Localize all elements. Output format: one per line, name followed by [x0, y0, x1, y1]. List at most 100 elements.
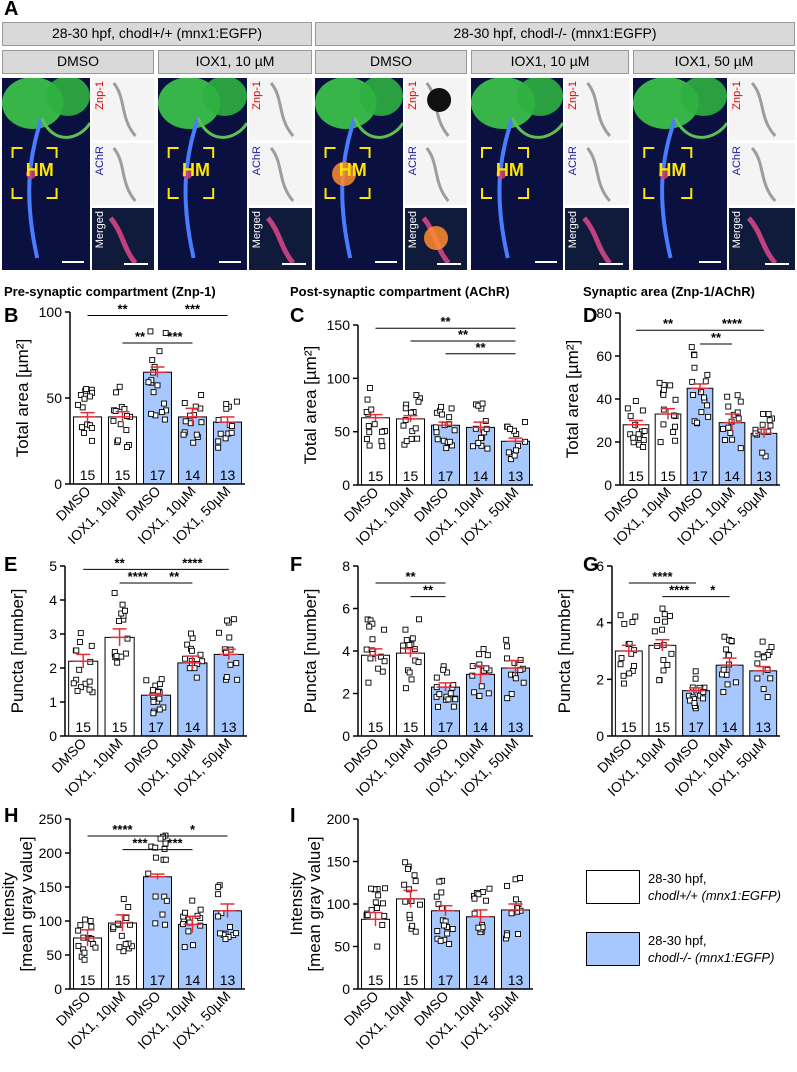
data-point — [693, 687, 700, 694]
data-point — [735, 415, 742, 422]
data-point — [379, 900, 386, 907]
data-point — [154, 698, 161, 705]
data-point — [724, 393, 731, 400]
data-point — [226, 422, 233, 428]
category-label: IOX1, 10µM — [422, 484, 486, 548]
n-label: 13 — [755, 719, 771, 735]
category-label: IOX1, 10µM — [134, 483, 198, 547]
n-label: 17 — [438, 972, 454, 988]
data-point — [120, 948, 127, 955]
y-tick-label: 20 — [596, 434, 612, 450]
data-point — [404, 866, 411, 872]
data-point — [372, 899, 379, 906]
y-axis-label: Intensity — [0, 872, 18, 936]
sig-label: **** — [722, 316, 743, 331]
data-point — [504, 930, 511, 937]
data-point — [412, 878, 419, 885]
data-point — [406, 915, 413, 922]
bar — [749, 670, 778, 737]
data-point — [189, 661, 195, 668]
bar — [718, 422, 746, 486]
data-point — [81, 395, 88, 402]
n-label: 17 — [148, 719, 164, 735]
legend-wt-swatch — [586, 870, 640, 904]
data-point — [82, 680, 89, 687]
data-point — [412, 657, 419, 664]
data-point — [618, 655, 625, 662]
data-point — [752, 426, 759, 433]
data-point — [483, 665, 490, 672]
data-point — [159, 911, 166, 918]
data-point — [111, 407, 117, 414]
data-point — [366, 442, 373, 449]
data-point — [627, 413, 634, 420]
data-point — [701, 394, 707, 401]
category-label: IOX1, 50µM — [457, 735, 521, 799]
data-point — [117, 421, 124, 428]
data-point — [694, 420, 701, 427]
data-point — [156, 681, 163, 688]
sig-label: ** — [458, 327, 469, 342]
data-point — [363, 435, 370, 442]
data-point — [725, 651, 732, 658]
data-point — [79, 424, 85, 431]
y-axis-label-line2: [mean gray value] — [17, 836, 36, 971]
n-label: 15 — [368, 468, 384, 484]
micrograph-1: HM — [2, 78, 90, 270]
data-point — [217, 430, 224, 437]
sig-label: ** — [440, 314, 451, 329]
data-point — [148, 379, 155, 386]
inset-merged-5: Merged — [729, 208, 795, 270]
data-point — [152, 682, 159, 689]
data-point — [759, 449, 766, 456]
data-point — [408, 641, 415, 648]
data-point — [199, 658, 206, 665]
data-point — [640, 444, 647, 450]
data-point — [83, 386, 90, 392]
data-point — [379, 922, 386, 928]
category-label: DMSO — [601, 484, 642, 525]
y-axis-label: Puncta [number] — [301, 589, 320, 714]
sig-label: ** — [475, 340, 486, 355]
data-point — [439, 411, 445, 418]
data-point — [225, 430, 232, 437]
data-point — [222, 435, 229, 442]
data-point — [414, 435, 421, 442]
data-point — [84, 421, 91, 428]
sig-label: **** — [652, 569, 673, 584]
inset-label-merged: Merged — [407, 211, 419, 249]
data-point — [441, 922, 447, 929]
data-point — [365, 679, 372, 686]
data-point — [190, 439, 197, 446]
bar — [213, 653, 244, 737]
condition-header-2: IOX1, 10 µM — [158, 50, 312, 74]
data-point — [635, 431, 642, 438]
data-point — [417, 901, 423, 908]
data-point — [691, 700, 698, 706]
data-point — [194, 661, 201, 668]
category-label: IOX1, 10µM — [352, 735, 416, 799]
data-point — [667, 612, 673, 619]
data-point — [473, 890, 480, 896]
data-point — [483, 897, 489, 904]
data-point — [486, 885, 493, 892]
sig-label: ** — [115, 555, 126, 570]
data-point — [154, 382, 161, 389]
bar — [213, 421, 242, 485]
data-point — [180, 431, 187, 438]
bar — [68, 660, 99, 737]
data-point — [411, 872, 418, 879]
data-point — [408, 435, 415, 442]
category-label: DMSO — [341, 735, 382, 776]
data-point — [408, 898, 415, 904]
category-label: IOX1, 10µM — [134, 735, 198, 799]
y-axis-label: Intensity — [287, 872, 306, 936]
data-point — [181, 400, 188, 406]
bar — [431, 424, 460, 486]
data-point — [478, 434, 485, 441]
data-point — [631, 647, 638, 654]
y-tick-label: 200 — [327, 811, 351, 827]
data-point — [363, 912, 370, 919]
data-point — [381, 912, 388, 919]
